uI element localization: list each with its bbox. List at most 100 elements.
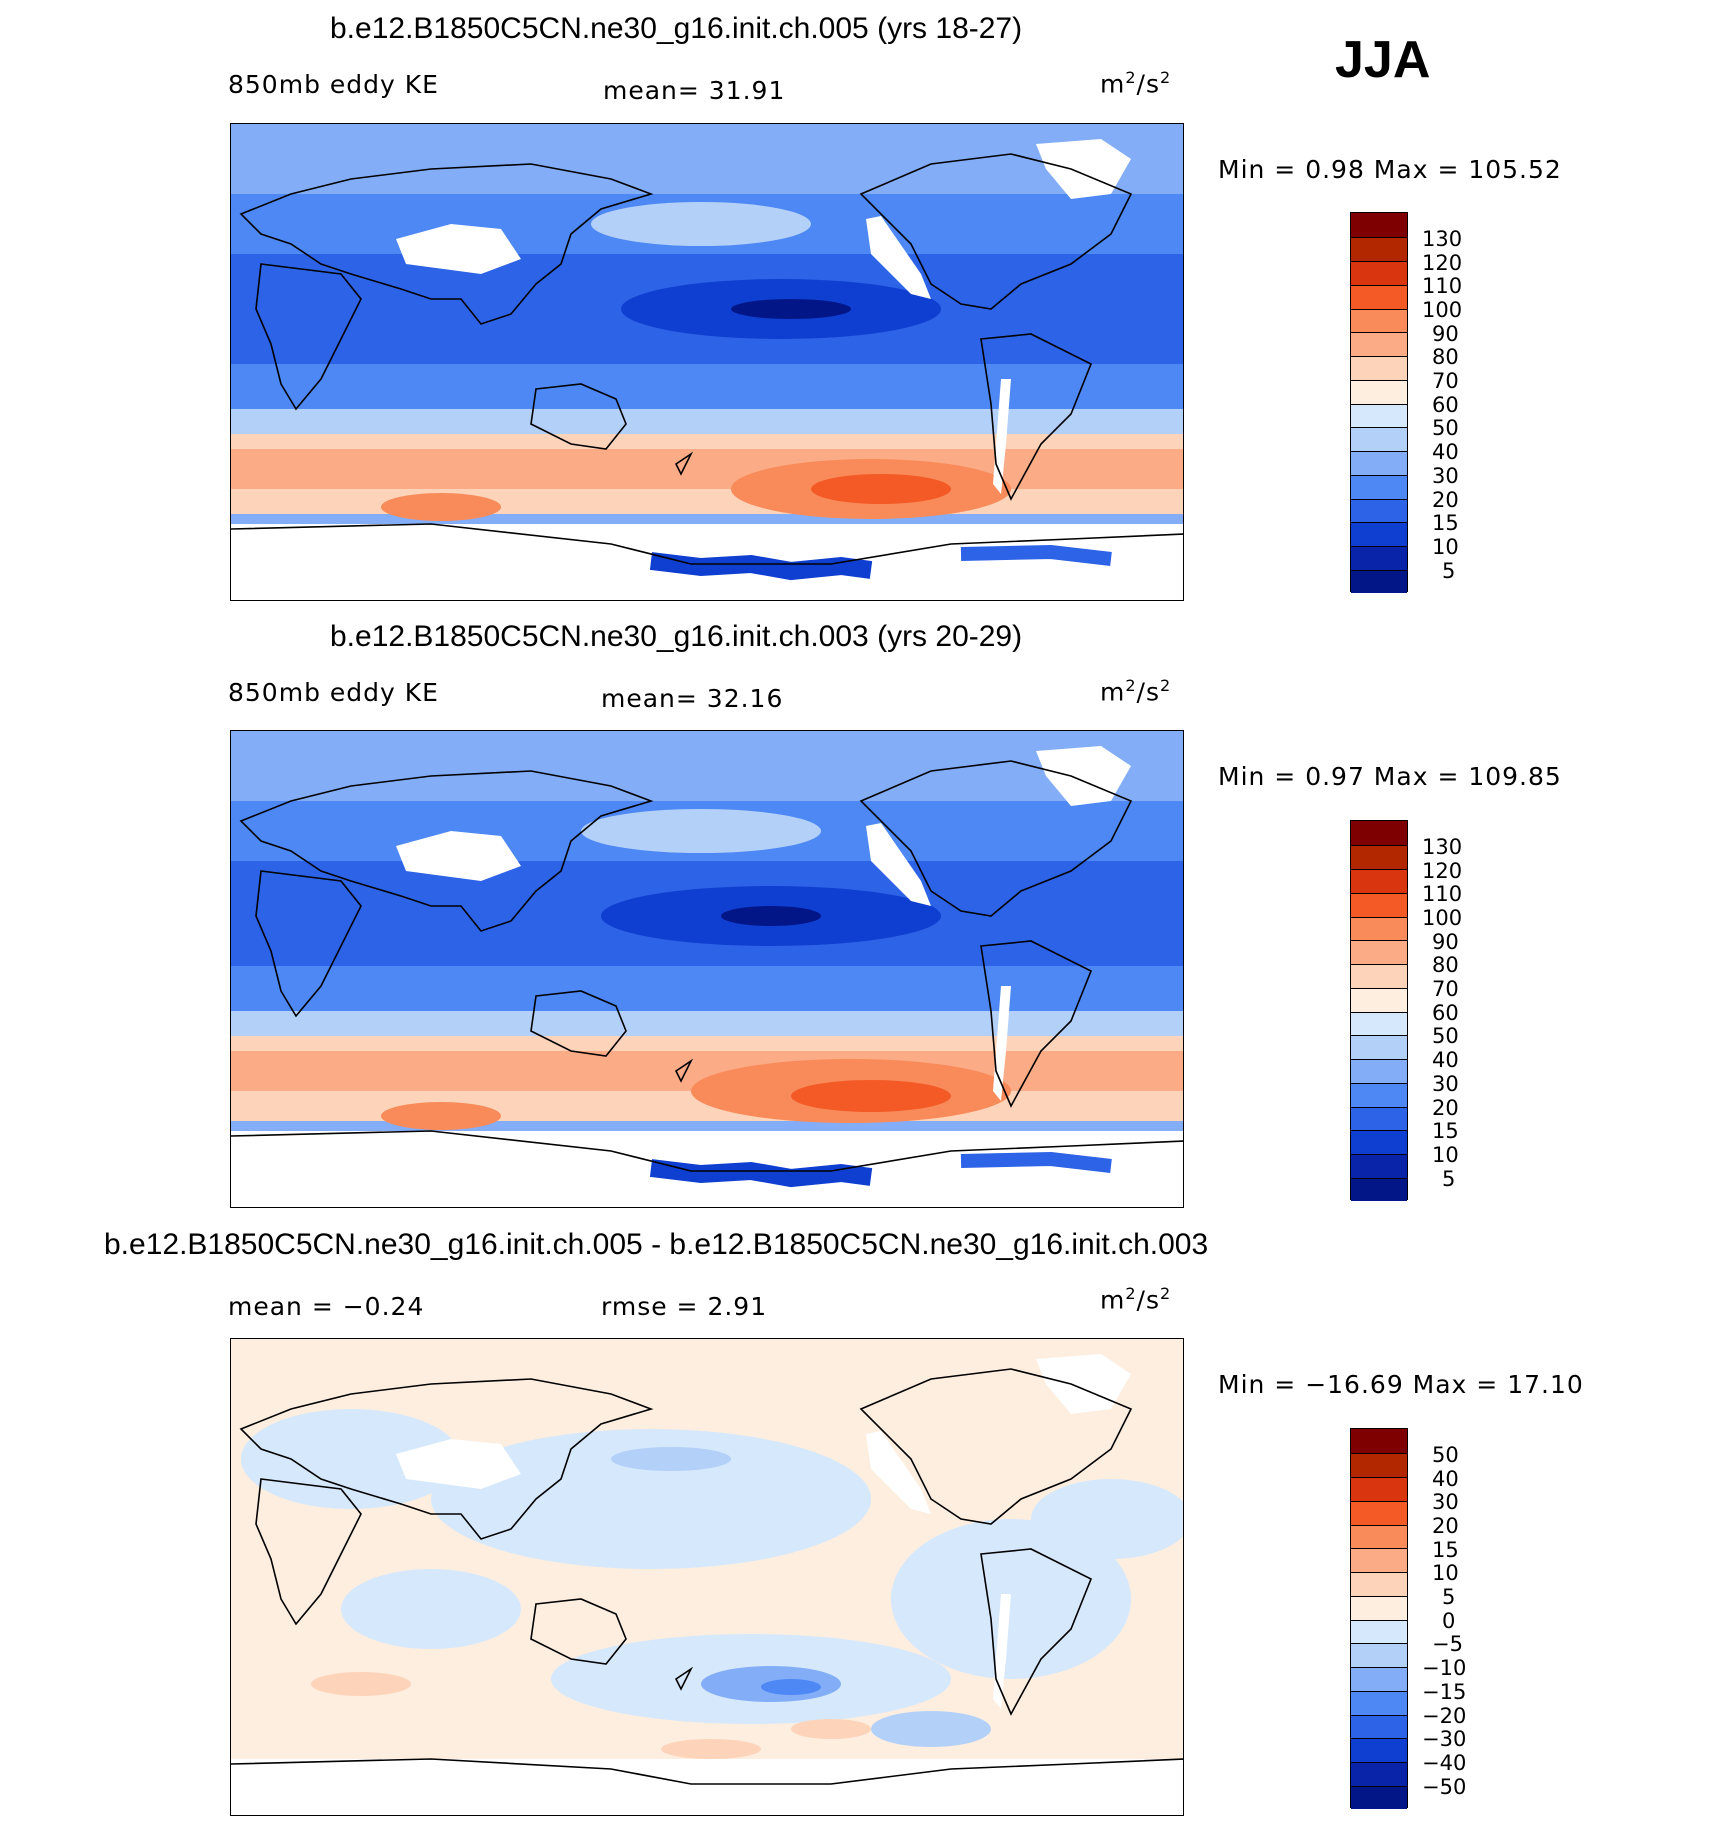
colorbar-cell <box>1351 1525 1407 1548</box>
south-america-outline <box>980 333 1093 501</box>
band-sh-jet-edge <box>231 1036 1183 1051</box>
colorbar-cell <box>1351 1429 1407 1453</box>
colorbar-cell <box>1351 893 1407 917</box>
andes-mask <box>993 379 1011 494</box>
colorbar-tick-label: 50 <box>1432 1443 1459 1467</box>
africa-outline <box>255 870 362 1018</box>
colorbar-cell <box>1351 1154 1407 1178</box>
colorbar-cell <box>1351 917 1407 940</box>
panel-1-variable-label: 850mb eddy KE <box>228 70 439 99</box>
colorbar-cell <box>1351 1501 1407 1525</box>
panel-3-mean-label: mean = −0.24 <box>228 1292 425 1321</box>
colorbar-cell <box>1351 1596 1407 1620</box>
colorbar-cell <box>1351 1083 1407 1107</box>
colorbar-tick-label: −10 <box>1422 1656 1467 1680</box>
panel-3-map <box>230 1338 1184 1816</box>
colorbar-tick-label: 5 <box>1442 1167 1456 1191</box>
band-transition <box>231 409 1183 434</box>
band-sub-tropics <box>231 364 1183 409</box>
colorbar-cell <box>1351 499 1407 522</box>
north-america-outline <box>859 760 1133 917</box>
panel-1-units: m2/s2 <box>1100 68 1172 99</box>
panel-3-rmse-label: rmse = 2.91 <box>601 1292 768 1321</box>
colorbar-tick-label: 10 <box>1432 1143 1459 1167</box>
colorbar-tick-label: 20 <box>1432 1096 1459 1120</box>
colorbar-cell <box>1351 964 1407 988</box>
south-america-outline <box>980 1548 1093 1716</box>
colorbar-cell <box>1351 546 1407 570</box>
australia-outline <box>530 1598 627 1665</box>
colorbar-cell <box>1351 1667 1407 1691</box>
rockies-mask <box>866 216 931 299</box>
colorbar-cell <box>1351 261 1407 285</box>
colorbar-tick-label: 50 <box>1432 1024 1459 1048</box>
continent-outlines <box>231 153 1183 565</box>
antarctic-coast-1 <box>649 1159 873 1188</box>
colorbar-cell <box>1351 1178 1407 1201</box>
colorbar-tick-label: −40 <box>1422 1751 1467 1775</box>
colorbar-cell <box>1351 1620 1407 1643</box>
colorbar-cell <box>1351 1691 1407 1715</box>
colorbar-tick-label: 30 <box>1432 1072 1459 1096</box>
panel-1-minmax: Min = 0.98 Max = 105.52 <box>1218 155 1562 184</box>
panel-1-colorbar <box>1350 212 1408 593</box>
ocean-nh-high <box>231 124 1183 194</box>
colorbar-tick-label: 30 <box>1432 464 1459 488</box>
south-america-outline <box>980 940 1093 1108</box>
rockies-mask <box>866 823 931 906</box>
colorbar-cell <box>1351 821 1407 845</box>
south-pacific-core <box>791 1080 951 1112</box>
antarctica <box>231 1759 1183 1815</box>
north-america-outline <box>859 1368 1133 1525</box>
panel-2-minmax: Min = 0.97 Max = 109.85 <box>1218 762 1562 791</box>
north-pacific-storm <box>591 202 811 246</box>
colorbar-tick-label: −50 <box>1422 1775 1467 1799</box>
colorbar-cell <box>1351 1012 1407 1035</box>
panel-3-title: b.e12.B1850C5CN.ne30_g16.init.ch.005 - b… <box>104 1228 1209 1261</box>
colorbar-tick-label: −5 <box>1432 1632 1463 1656</box>
antarctic-coast-1 <box>649 552 873 581</box>
continent-outlines <box>231 760 1183 1172</box>
colorbar-tick-label: 80 <box>1432 953 1459 977</box>
panel-2-colorbar <box>1350 820 1408 1201</box>
colorbar-tick-label: 40 <box>1432 440 1459 464</box>
colorbar-tick-label: 120 <box>1422 251 1463 275</box>
colorbar-cell <box>1351 1572 1407 1596</box>
colorbar-cell <box>1351 1643 1407 1667</box>
band-sh-jet <box>231 449 1183 489</box>
colorbar-tick-label: 40 <box>1432 1048 1459 1072</box>
north-pacific-storm <box>581 809 821 853</box>
panel-2-variable-label: 850mb eddy KE <box>228 678 439 707</box>
south-pacific-core <box>811 474 951 504</box>
colorbar-tick-label: 70 <box>1432 977 1459 1001</box>
panel-1-title: b.e12.B1850C5CN.ne30_g16.init.ch.005 (yr… <box>330 12 1023 45</box>
colorbar-tick-label: 130 <box>1422 227 1463 251</box>
colorbar-tick-label: 30 <box>1432 1490 1459 1514</box>
neg-anomaly-2 <box>431 1429 871 1569</box>
colorbar-tick-label: −30 <box>1422 1727 1467 1751</box>
neg-anomaly-5 <box>1031 1479 1183 1559</box>
colorbar-cell <box>1351 309 1407 332</box>
colorbar-cell <box>1351 1715 1407 1738</box>
north-america-outline <box>859 153 1133 310</box>
colorbar-tick-label: 15 <box>1432 1538 1459 1562</box>
neg-anomaly-core <box>761 1679 821 1695</box>
colorbar-cell <box>1351 1738 1407 1762</box>
ocean-nh-high <box>231 731 1183 801</box>
colorbar-tick-label: 15 <box>1432 511 1459 535</box>
new-zealand-outline <box>674 451 694 476</box>
colorbar-cell <box>1351 213 1407 237</box>
colorbar-cell <box>1351 427 1407 451</box>
colorbar-tick-label: 10 <box>1432 535 1459 559</box>
colorbar-cell <box>1351 1035 1407 1059</box>
antarctica-outline <box>231 1758 1183 1785</box>
pos-anomaly-2 <box>791 1719 871 1739</box>
australia-outline <box>530 383 627 450</box>
colorbar-cell <box>1351 988 1407 1012</box>
indian-ocean-max <box>381 1102 501 1130</box>
neg-anomaly-8 <box>611 1447 731 1471</box>
colorbar-cell <box>1351 404 1407 427</box>
antarctic-coast-2 <box>960 1151 1112 1173</box>
colorbar-tick-label: 110 <box>1422 274 1463 298</box>
season-label: JJA <box>1335 31 1431 89</box>
